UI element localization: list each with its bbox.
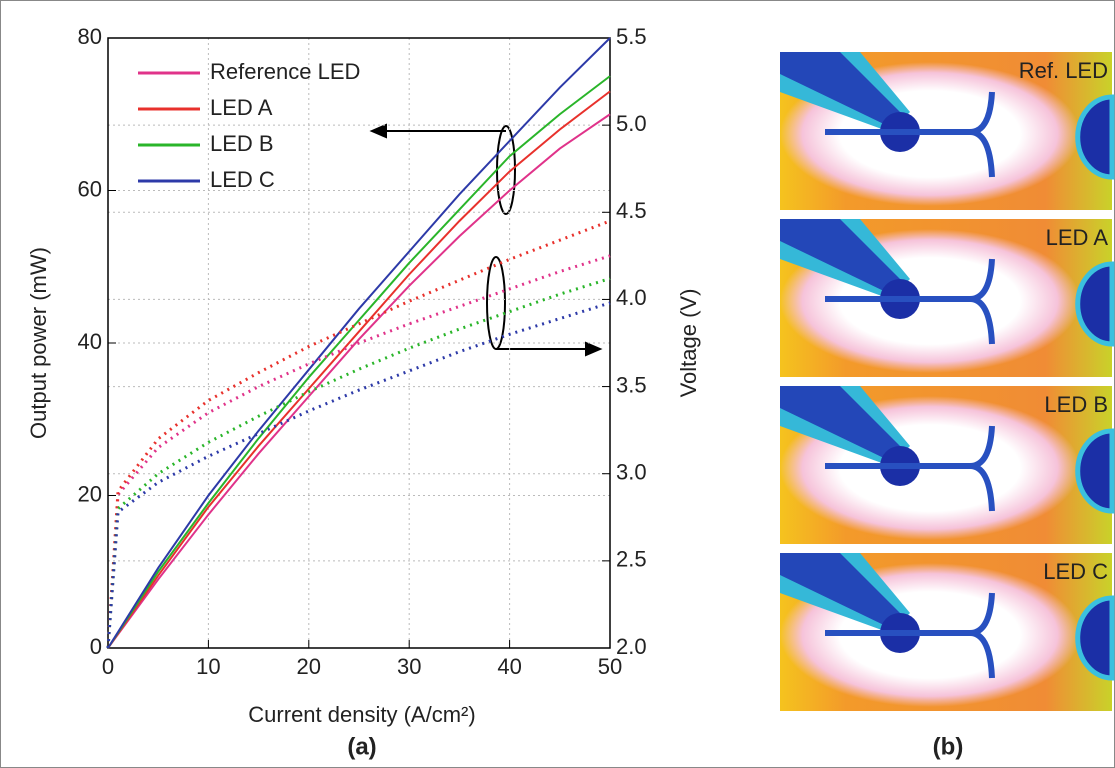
annotations xyxy=(369,123,603,357)
series-line xyxy=(106,277,611,649)
y-tick-label: 0 xyxy=(90,634,102,659)
y2-tick-label: 4.5 xyxy=(616,198,647,223)
legend-label: LED C xyxy=(210,167,275,192)
heatmap-label: LED A xyxy=(1046,225,1109,250)
y-tick-label: 40 xyxy=(78,329,102,354)
y2-tick-label: 2.0 xyxy=(616,634,647,659)
series-line xyxy=(106,219,611,649)
y-axis-label: Output power (mW) xyxy=(26,247,51,439)
legend-label: Reference LED xyxy=(210,59,360,84)
y-tick-label: 60 xyxy=(78,176,102,201)
y2-tick-label: 5.5 xyxy=(616,24,647,49)
heatmap-label: LED C xyxy=(1043,559,1108,584)
y2-tick-label: 5.0 xyxy=(616,111,647,136)
x-tick-label: 10 xyxy=(196,654,220,679)
series-line xyxy=(107,75,611,649)
plot-frame xyxy=(107,37,611,649)
y-tick-label: 80 xyxy=(78,24,102,49)
panel-label: (b) xyxy=(933,733,964,760)
y2-tick-label: 3.5 xyxy=(616,372,647,397)
series-line xyxy=(107,113,611,649)
heatmap-label: Ref. LED xyxy=(1019,58,1108,83)
x-tick-label: 50 xyxy=(598,654,622,679)
legend-label: LED B xyxy=(210,131,274,156)
x-tick-label: 30 xyxy=(397,654,421,679)
x-tick-label: 40 xyxy=(497,654,521,679)
y2-tick-label: 3.0 xyxy=(616,460,647,485)
x-tick-label: 20 xyxy=(297,654,321,679)
heatmaps xyxy=(780,52,1112,711)
panel-label: (a) xyxy=(347,733,376,760)
y2-axis-label: Voltage (V) xyxy=(676,289,701,398)
x-tick-label: 0 xyxy=(102,654,114,679)
y-tick-label: 20 xyxy=(78,481,102,506)
y2-tick-label: 4.0 xyxy=(616,285,647,310)
x-axis-label: Current density (A/cm²) xyxy=(248,702,475,727)
y2-tick-label: 2.5 xyxy=(616,547,647,572)
series-line xyxy=(107,90,611,649)
legend-label: LED A xyxy=(210,95,273,120)
series-line xyxy=(107,37,611,649)
heatmap-label: LED B xyxy=(1044,392,1108,417)
series-line xyxy=(106,254,611,649)
series-line xyxy=(106,301,611,649)
